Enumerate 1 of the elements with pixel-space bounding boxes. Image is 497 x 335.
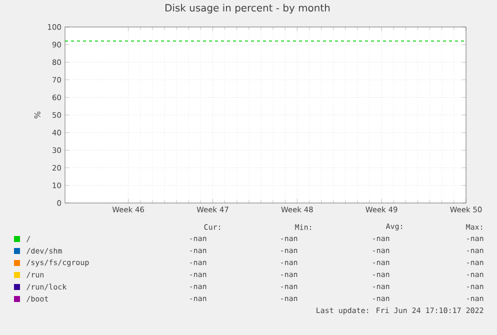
chart-title: Disk usage in percent - by month bbox=[166, 4, 330, 14]
